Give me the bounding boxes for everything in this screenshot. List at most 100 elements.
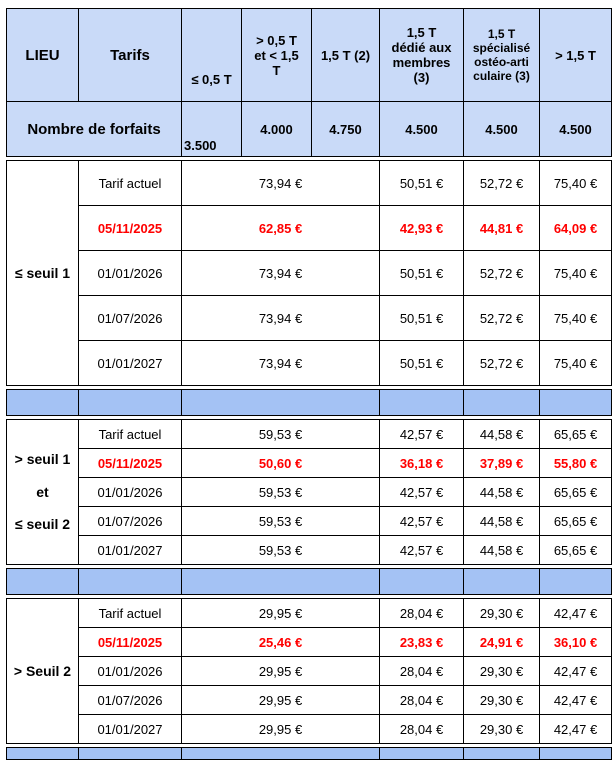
separator-cell [539,389,612,416]
tariff-row-highlighted: 05/11/2025 50,60 € 36,18 € 37,89 € 55,80… [7,448,612,478]
value-cell: 42,47 € [539,598,612,628]
separator-cell [539,747,612,760]
value-cell: 75,40 € [539,160,612,206]
forfaits-value: 4.500 [379,101,464,157]
value-cell: 52,72 € [463,160,540,206]
value-cell: 50,51 € [379,250,464,296]
row-label: 01/07/2026 [78,506,182,536]
value-cell: 44,58 € [463,506,540,536]
value-cell: 65,65 € [539,535,612,565]
header-cell-le-05t: ≤ 0,5 T [181,8,242,102]
value-cell: 29,95 € [181,656,380,686]
value-cell: 52,72 € [463,250,540,296]
section-table-seuil2: > seuil 1 et ≤ seuil 2 Tarif actuel 59,5… [6,419,612,565]
value-cell: 42,47 € [539,685,612,715]
value-cell: 42,57 € [379,535,464,565]
document-page: LIEU Tarifs ≤ 0,5 T > 0,5 T et < 1,5 T 1… [6,8,612,763]
value-cell: 37,89 € [463,448,540,478]
separator-row [6,568,612,595]
value-cell: 75,40 € [539,295,612,341]
value-cell: 52,72 € [463,340,540,386]
header-cell-lieu: LIEU [6,8,79,102]
separator-cell [379,568,464,595]
tariff-row: 01/01/2026 29,95 € 28,04 € 29,30 € 42,47… [7,656,612,686]
value-cell: 50,51 € [379,160,464,206]
forfaits-value: 4.750 [311,101,380,157]
forfaits-value: 4.000 [241,101,312,157]
header-cell-15t-osteo: 1,5 T spécialisé ostéo-arti culaire (3) [463,8,540,102]
value-cell: 59,53 € [181,419,380,449]
value-cell: 25,46 € [181,627,380,657]
row-label: 01/01/2027 [78,714,182,744]
section-table-seuil3: > Seuil 2 Tarif actuel 29,95 € 28,04 € 2… [6,598,612,744]
value-cell: 28,04 € [379,656,464,686]
value-cell: 62,85 € [181,205,380,251]
forfaits-label: Nombre de forfaits [6,101,182,157]
value-cell: 59,53 € [181,477,380,507]
row-label: 01/07/2026 [78,295,182,341]
value-cell: 24,91 € [463,627,540,657]
separator-cell [78,389,182,416]
row-label: 01/01/2027 [78,535,182,565]
forfaits-row: Nombre de forfaits 3.500 4.000 4.750 4.5… [6,101,612,157]
tariff-row: 01/01/2026 59,53 € 42,57 € 44,58 € 65,65… [7,477,612,507]
row-label: Tarif actuel [78,419,182,449]
tariff-header-table: LIEU Tarifs ≤ 0,5 T > 0,5 T et < 1,5 T 1… [6,8,612,157]
value-cell: 44,58 € [463,535,540,565]
value-cell: 44,58 € [463,477,540,507]
row-label: 01/01/2026 [78,656,182,686]
tariff-row: 01/07/2026 59,53 € 42,57 € 44,58 € 65,65… [7,506,612,536]
value-cell: 59,53 € [181,506,380,536]
value-cell: 64,09 € [539,205,612,251]
column-header-row: LIEU Tarifs ≤ 0,5 T > 0,5 T et < 1,5 T 1… [6,8,612,102]
tariff-row: > seuil 1 et ≤ seuil 2 Tarif actuel 59,5… [6,419,612,565]
value-cell: 28,04 € [379,714,464,744]
value-cell: 29,30 € [463,714,540,744]
separator-cell [78,568,182,595]
value-cell: 29,95 € [181,685,380,715]
separator-cell [463,747,540,760]
lieu-label: > seuil 1 et ≤ seuil 2 [6,419,79,565]
value-cell: 44,81 € [463,205,540,251]
tariff-row: 01/07/2026 73,94 € 50,51 € 52,72 € 75,40… [7,295,612,341]
row-label: 05/11/2025 [78,448,182,478]
row-label: Tarif actuel [78,598,182,628]
separator-cell [181,568,380,595]
tariff-row: 01/01/2027 59,53 € 42,57 € 44,58 € 65,65… [7,535,612,565]
value-cell: 73,94 € [181,295,380,341]
value-cell: 75,40 € [539,340,612,386]
separator-cell [539,568,612,595]
section-table-seuil1: ≤ seuil 1 Tarif actuel 73,94 € 50,51 € 5… [6,160,612,386]
separator-cell [6,389,79,416]
value-cell: 28,04 € [379,598,464,628]
tariff-row: ≤ seuil 1 Tarif actuel 73,94 € 50,51 € 5… [6,160,612,386]
header-cell-05-15t: > 0,5 T et < 1,5 T [241,8,312,102]
value-cell: 73,94 € [181,160,380,206]
row-label: 01/01/2026 [78,250,182,296]
value-cell: 59,53 € [181,535,380,565]
separator-cell [78,747,182,760]
value-cell: 29,95 € [181,598,380,628]
value-cell: 50,51 € [379,340,464,386]
value-cell: 42,47 € [539,714,612,744]
value-cell: 29,30 € [463,685,540,715]
value-cell: 44,58 € [463,419,540,449]
tariff-row: 01/01/2026 73,94 € 50,51 € 52,72 € 75,40… [7,250,612,296]
header-cell-15t: 1,5 T (2) [311,8,380,102]
row-label: 05/11/2025 [78,205,182,251]
separator-cell [6,568,79,595]
separator-cell [181,747,380,760]
value-cell: 28,04 € [379,685,464,715]
value-cell: 65,65 € [539,477,612,507]
tariff-row: 01/01/2027 29,95 € 28,04 € 29,30 € 42,47… [7,714,612,744]
row-label: 01/07/2026 [78,685,182,715]
value-cell: 42,57 € [379,506,464,536]
value-cell: 50,51 € [379,295,464,341]
lieu-label: ≤ seuil 1 [6,160,79,386]
tariff-row: > Seuil 2 Tarif actuel 29,95 € 28,04 € 2… [6,598,612,744]
value-cell: 23,83 € [379,627,464,657]
separator-row-bottom [6,747,612,760]
header-cell-tarifs: Tarifs [78,8,182,102]
row-label: 01/01/2026 [78,477,182,507]
value-cell: 36,18 € [379,448,464,478]
